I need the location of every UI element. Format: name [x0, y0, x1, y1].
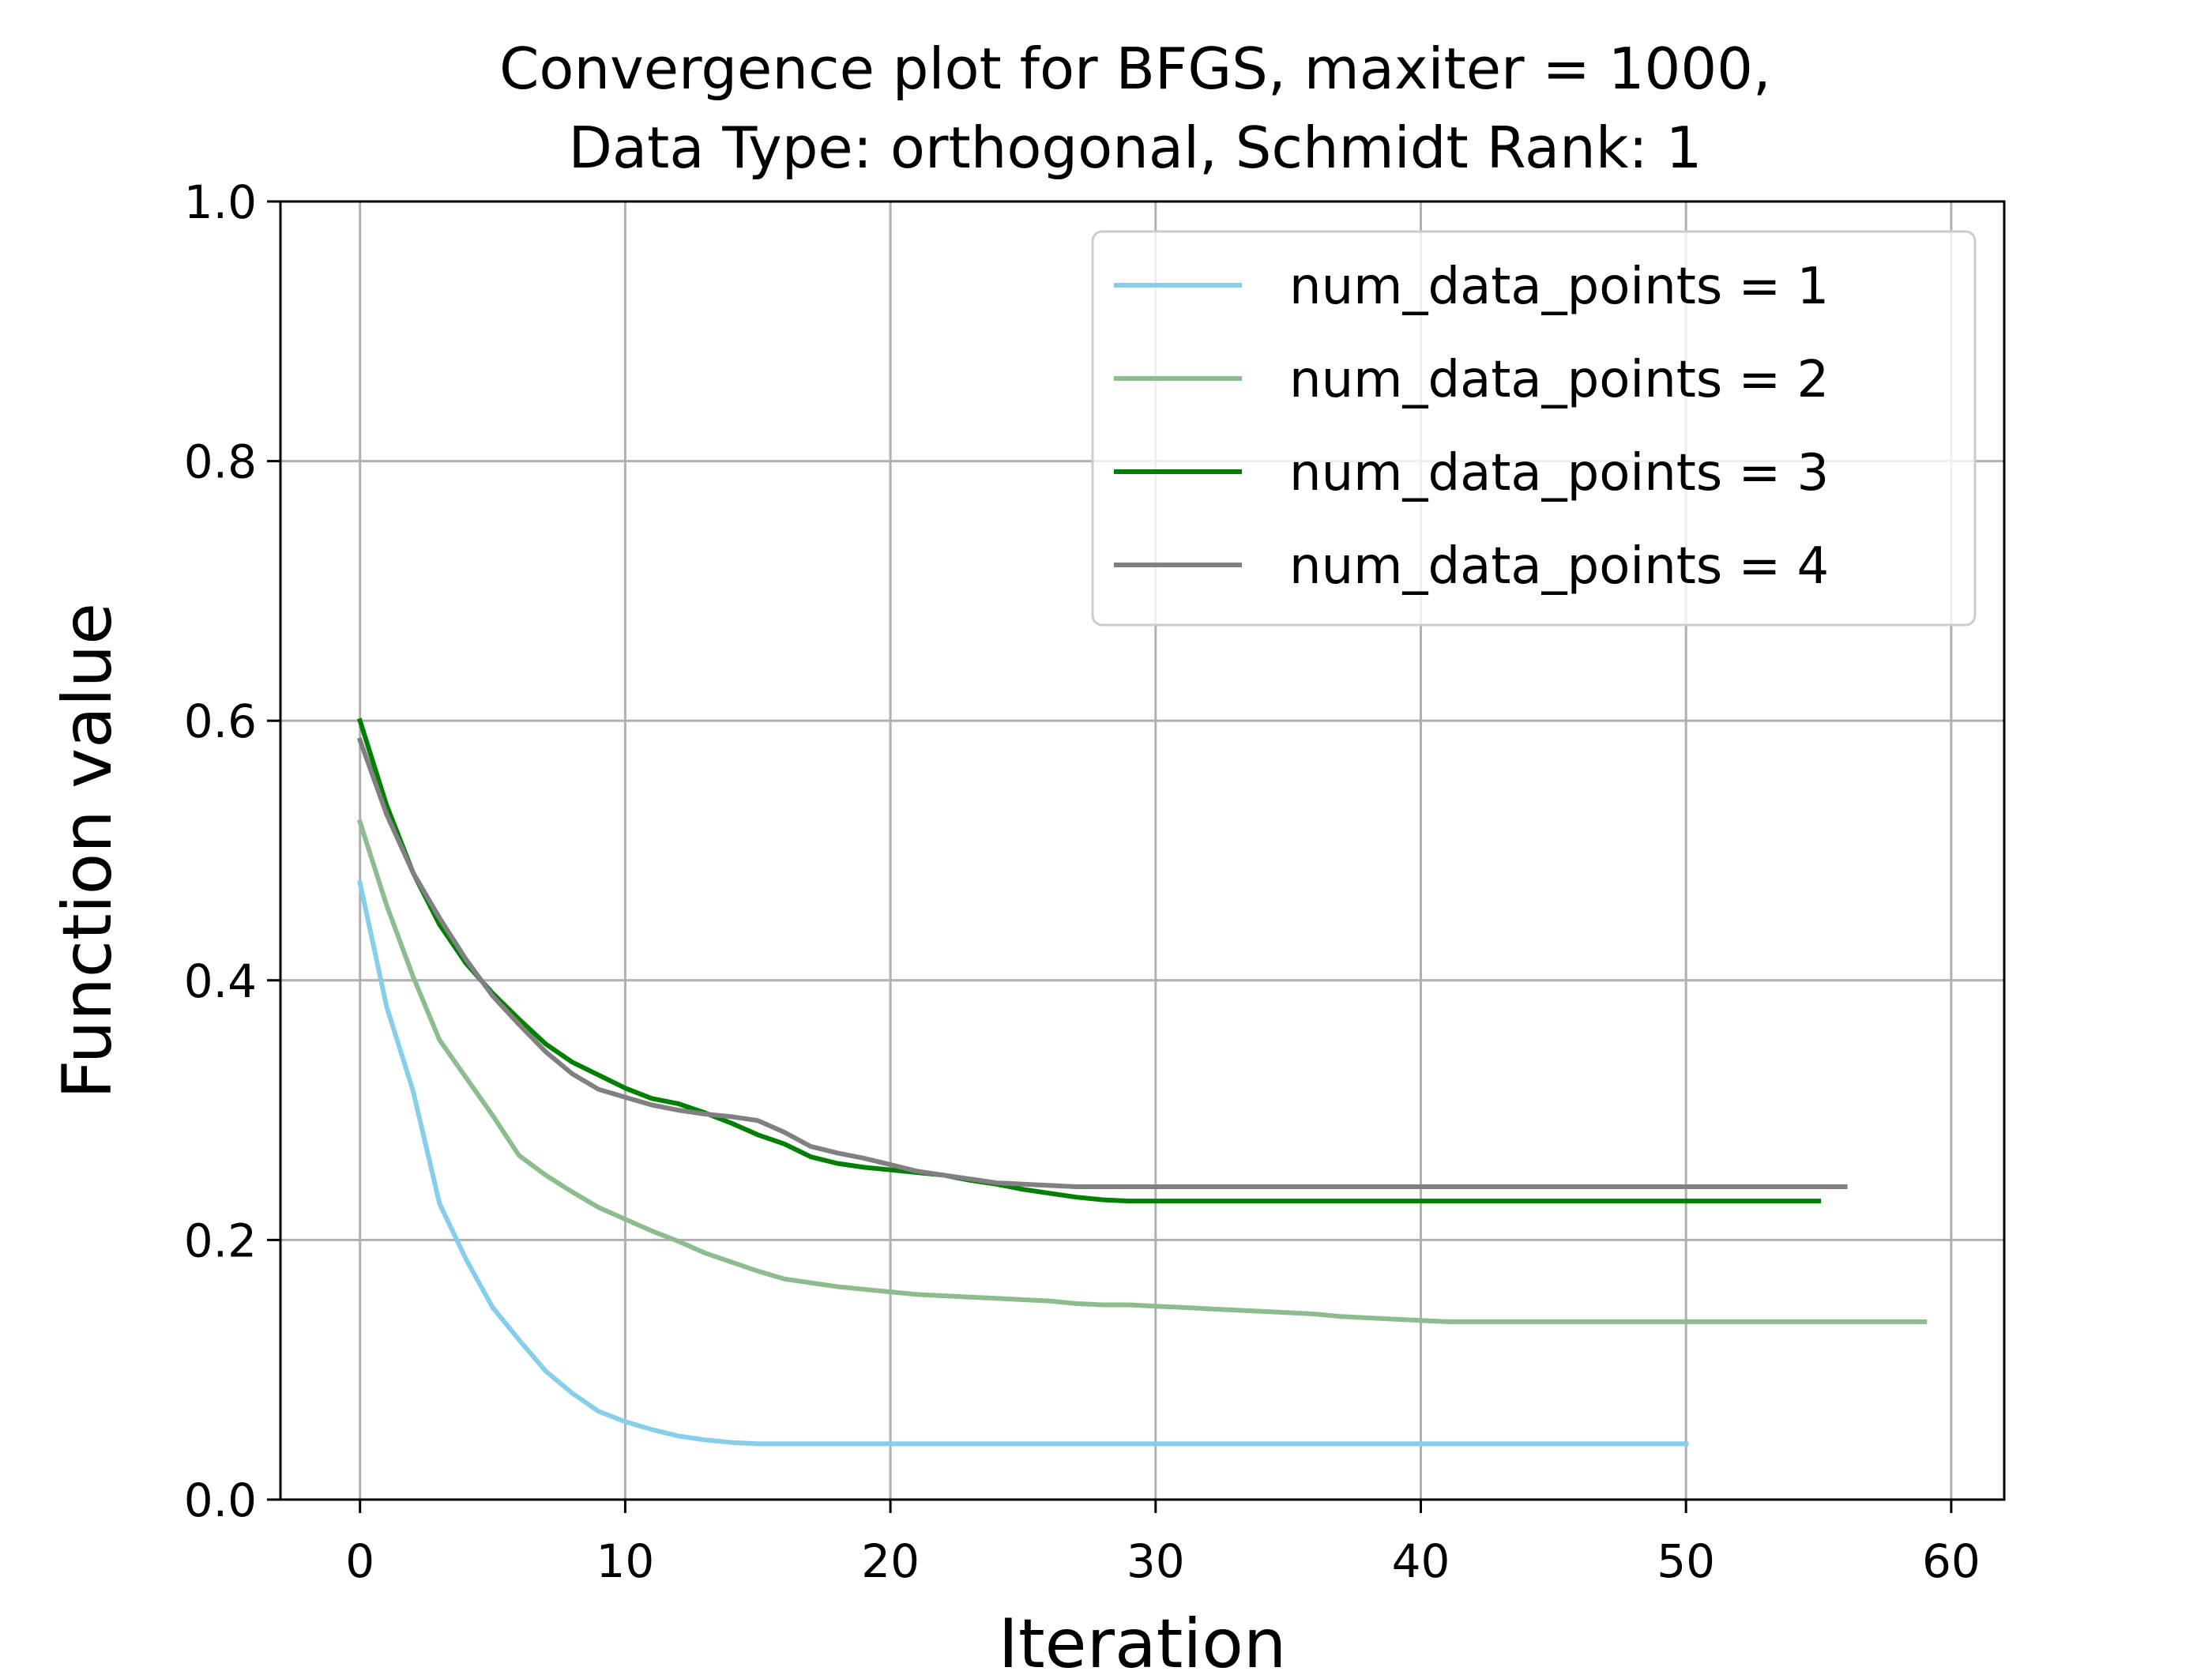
y-tick-label: 0.0	[184, 1474, 257, 1527]
legend-label: num_data_points = 4	[1289, 537, 1829, 596]
x-axis-label: Iteration	[999, 1605, 1287, 1675]
y-axis-label: Function value	[48, 603, 127, 1099]
x-tick-label: 50	[1657, 1534, 1715, 1588]
y-tick-label: 0.8	[184, 435, 257, 489]
legend-entry-3: num_data_points = 3	[1114, 444, 1829, 502]
x-tick-label: 10	[596, 1534, 654, 1588]
y-tick-label: 0.2	[184, 1214, 257, 1267]
legend-label: num_data_points = 3	[1289, 444, 1829, 502]
x-axis-ticks: 0 10 20 30 40 50 60	[345, 1500, 1981, 1588]
chart-title-line-1: Convergence plot for BFGS, maxiter = 100…	[499, 36, 1771, 102]
y-tick-label: 0.6	[184, 694, 257, 748]
legend-label: num_data_points = 1	[1289, 258, 1829, 316]
legend-entry-1: num_data_points = 1	[1114, 258, 1829, 316]
legend-entry-4: num_data_points = 4	[1114, 537, 1829, 596]
legend: num_data_points = 1 num_data_points = 2 nu…	[1091, 230, 1977, 627]
legend-label: num_data_points = 2	[1289, 351, 1829, 409]
plot-area-frame	[279, 200, 2006, 1501]
legend-box	[1091, 230, 1977, 627]
series-line-4	[356, 736, 1848, 1189]
chart-title: Convergence plot for BFGS, maxiter = 100…	[499, 36, 1771, 181]
x-tick-label: 60	[1922, 1534, 1981, 1588]
x-tick-label: 20	[861, 1534, 920, 1588]
y-tick-label: 1.0	[184, 175, 257, 229]
series-line-2	[356, 819, 1928, 1324]
series-lines	[356, 717, 1928, 1447]
x-tick-label: 0	[345, 1534, 374, 1588]
y-axis-ticks: 0.0 0.2 0.4 0.6 0.8 1.0	[184, 175, 280, 1527]
series-line-1	[357, 880, 1689, 1447]
chart-title-line-2: Data Type: orthogonal, Schmidt Rank: 1	[569, 115, 1702, 181]
legend-entry-2: num_data_points = 2	[1114, 351, 1829, 409]
y-tick-label: 0.4	[184, 954, 257, 1008]
series-line-3	[356, 717, 1821, 1204]
x-tick-label: 40	[1392, 1534, 1450, 1588]
x-tick-label: 30	[1127, 1534, 1185, 1588]
